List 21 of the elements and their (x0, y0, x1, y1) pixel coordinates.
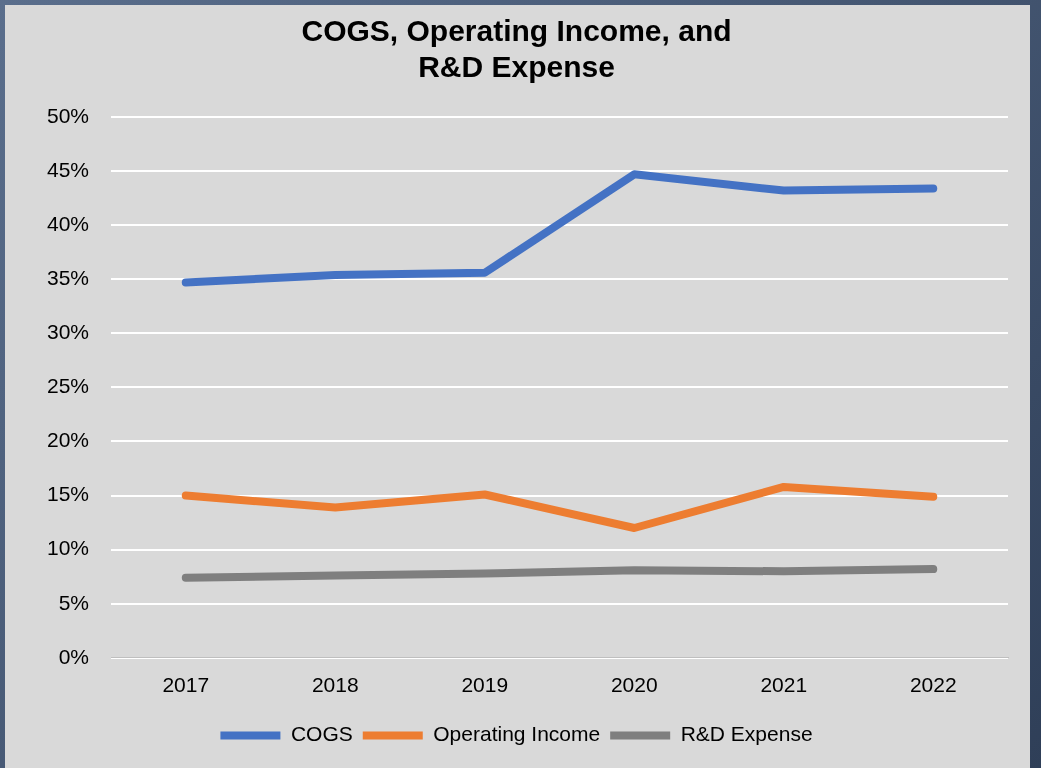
legend-label: Operating Income (433, 722, 601, 746)
y-tick-label: 40% (47, 211, 90, 235)
x-tick-label: 2022 (909, 673, 957, 697)
y-tick-label: 30% (47, 320, 90, 344)
y-tick-label: 35% (47, 266, 90, 290)
x-tick-label: 2021 (760, 673, 808, 697)
x-tick-label: 2018 (311, 673, 359, 697)
legend-label: COGS (290, 722, 353, 746)
x-tick-label: 2017 (162, 673, 210, 697)
x-tick-label: 2019 (461, 673, 509, 697)
legend-label: R&D Expense (680, 722, 813, 746)
y-tick-label: 25% (47, 374, 90, 398)
y-tick-label: 10% (47, 536, 90, 560)
y-tick-label: 0% (58, 644, 90, 668)
chart-title: COGS, Operating Income, and R&D Expense (301, 14, 732, 84)
y-tick-label: 15% (47, 482, 90, 506)
y-tick-label: 50% (47, 103, 90, 127)
x-tick-label: 2020 (610, 673, 658, 697)
y-tick-label: 20% (47, 428, 90, 452)
y-tick-label: 5% (58, 590, 90, 614)
y-tick-label: 45% (47, 157, 90, 181)
